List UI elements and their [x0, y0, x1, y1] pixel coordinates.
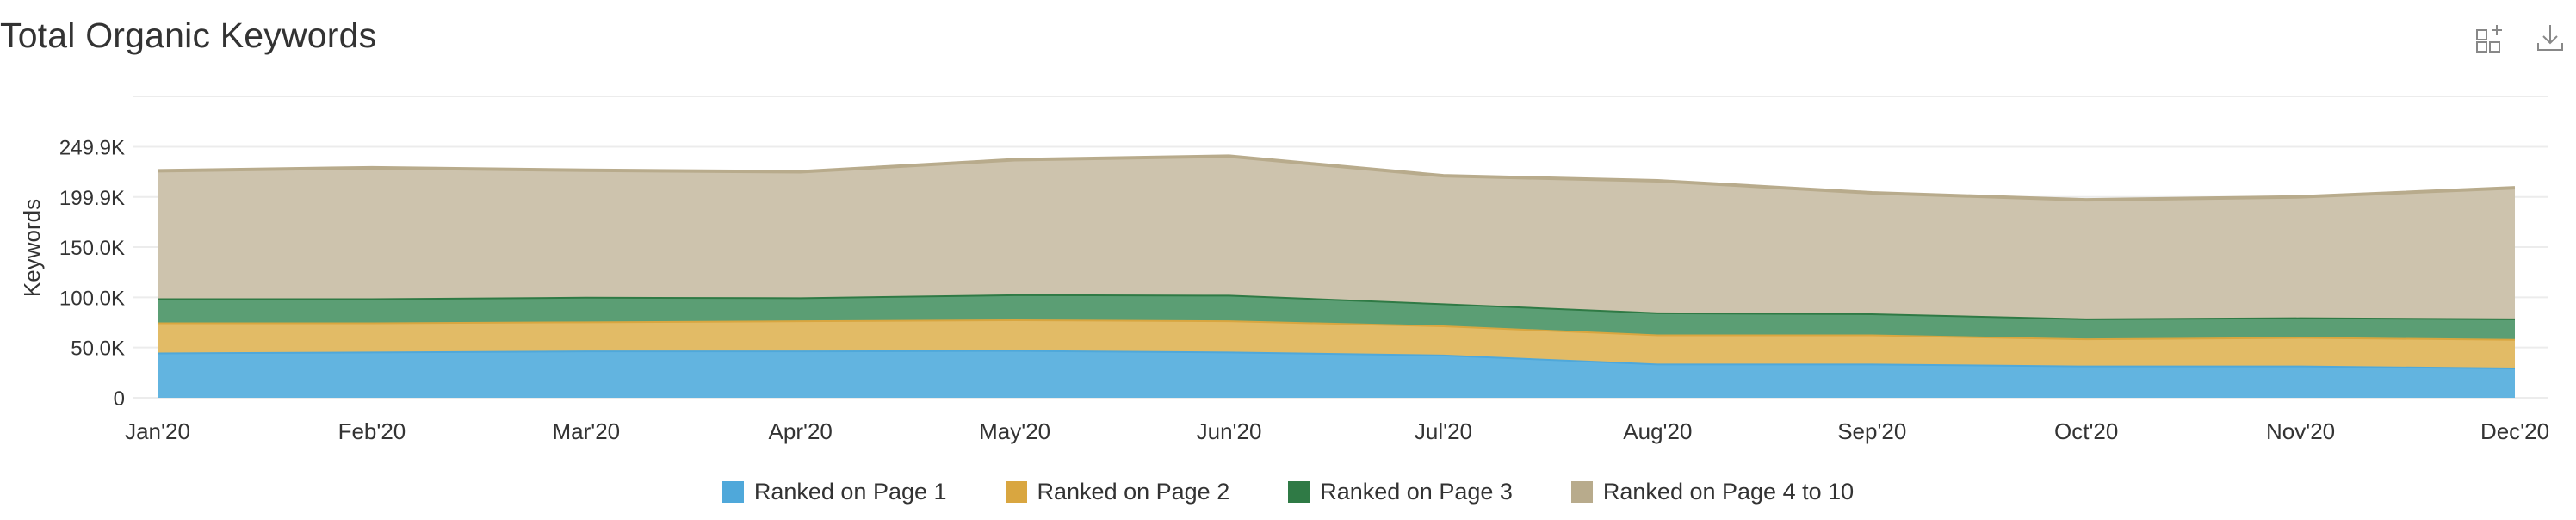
y-tick-label: 150.0K: [59, 237, 125, 260]
legend-label: Ranked on Page 2: [1037, 479, 1230, 505]
y-tick-label: 50.0K: [71, 337, 125, 361]
area-ranked-on-page-3: [158, 294, 2515, 339]
add-widget-icon[interactable]: [2471, 19, 2509, 57]
x-tick-label: Jun'20: [1197, 418, 1262, 444]
x-tick-label: May'20: [979, 418, 1050, 444]
x-tick-label: Sep'20: [1837, 418, 1906, 444]
y-tick-label: 249.9K: [59, 136, 125, 159]
legend-item-ranked-on-page-3[interactable]: Ranked on Page 3: [1288, 479, 1513, 505]
x-tick-label: Feb'20: [338, 418, 406, 444]
chart-legend: Ranked on Page 1 Ranked on Page 2 Ranked o…: [0, 479, 2576, 505]
x-tick-label: Jul'20: [1415, 418, 1472, 444]
line-ranked-on-page-4-to-10: [157, 154, 2516, 202]
download-icon[interactable]: [2531, 19, 2569, 57]
chart-toolbar: [2471, 19, 2569, 57]
legend-label: Ranked on Page 1: [753, 479, 947, 505]
legend-swatch: [721, 481, 744, 503]
x-tick-label: Jan'20: [125, 418, 190, 444]
legend-item-ranked-on-page-1[interactable]: Ranked on Page 1: [721, 479, 947, 505]
legend-swatch: [1570, 481, 1593, 503]
x-tick-label: Aug'20: [1623, 418, 1692, 444]
area-chart: 0 50.0K 100.0K 150.0K 199.9K 249.9K Jan'20 Feb…: [19, 96, 2549, 444]
x-tick-label: Dec'20: [2480, 418, 2549, 444]
chart-areas: [157, 154, 2516, 398]
y-axis-ticks: 0 50.0K 100.0K 150.0K 199.9K 249.9K: [59, 136, 125, 411]
legend-item-ranked-on-page-2[interactable]: Ranked on Page 2: [1005, 479, 1230, 505]
y-tick-label: 199.9K: [59, 187, 125, 210]
y-tick-label: 0: [114, 387, 125, 411]
y-axis-label: Keywords: [19, 199, 45, 297]
x-tick-label: Mar'20: [552, 418, 620, 444]
page-title: Total Organic Keywords: [0, 15, 377, 55]
legend-label: Ranked on Page 4 to 10: [1602, 479, 1855, 505]
legend-label: Ranked on Page 3: [1320, 479, 1513, 505]
x-axis-ticks: Jan'20 Feb'20 Mar'20 Apr'20 May'20 Jun'20 Jul'…: [125, 418, 2549, 444]
area-ranked-on-page-2: [158, 319, 2515, 368]
legend-swatch: [1288, 481, 1310, 503]
area-ranked-on-page-4-to-10: [158, 156, 2515, 319]
legend-swatch: [1005, 481, 1027, 503]
area-ranked-on-page-1: [158, 350, 2515, 398]
y-tick-label: 100.0K: [59, 287, 125, 310]
x-tick-label: Apr'20: [769, 418, 833, 444]
x-tick-label: Oct'20: [2054, 418, 2118, 444]
x-tick-label: Nov'20: [2266, 418, 2335, 444]
legend-item-ranked-on-page-4-to-10[interactable]: Ranked on Page 4 to 10: [1570, 479, 1855, 505]
